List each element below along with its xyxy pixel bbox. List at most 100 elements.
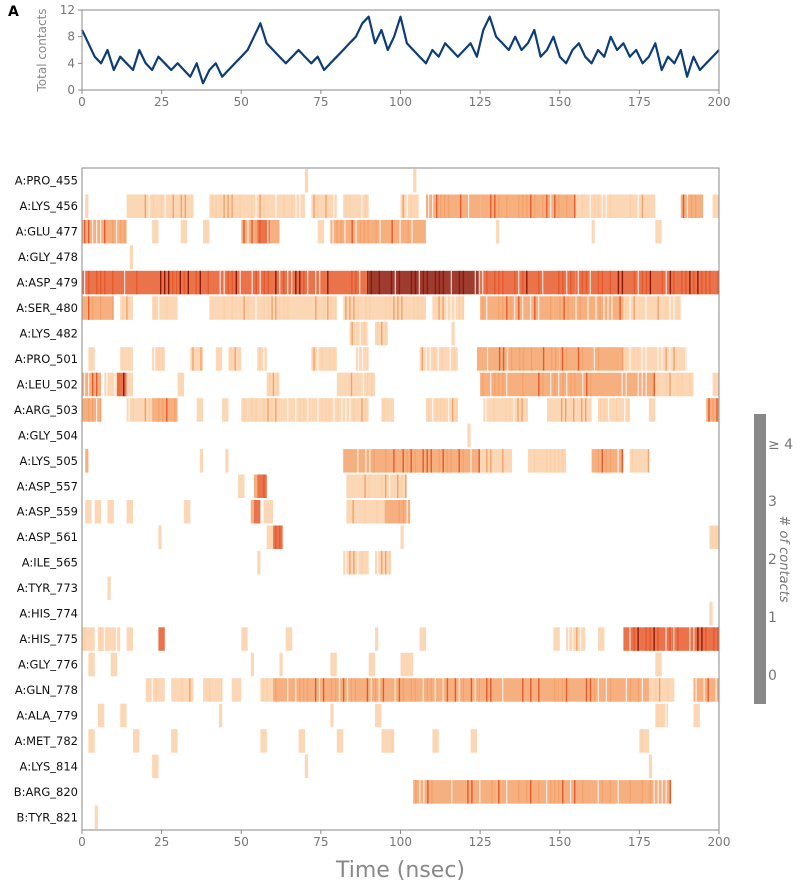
heatmap-stripe [561,398,563,422]
heatmap-gap [518,270,520,295]
heatmap-row-label: A:HIS_775 [19,632,78,646]
heatmap-x-tick-label: 125 [469,835,492,849]
heatmap-stripe [641,194,644,218]
heatmap-cell [152,398,178,422]
heatmap-stripe [510,296,512,320]
heatmap-stripe [574,194,576,218]
heatmap-stripe [554,678,556,702]
heatmap-stripe [104,270,106,295]
heatmap-cell [273,270,369,295]
heatmap-row-label: A:LYS_456 [20,199,78,213]
top-y-axis-label: Total contacts [35,9,49,93]
heatmap-gap [223,270,225,295]
heatmap-gap [346,678,349,702]
heatmap-gap [432,398,434,422]
heatmap-stripe [562,372,564,397]
heatmap-gap [478,270,480,295]
heatmap-stripe [616,398,618,422]
heatmap-stripe [427,780,429,804]
heatmap-gap [406,194,408,218]
heatmap-gap [673,296,675,320]
heatmap-gap [434,678,436,702]
heatmap-stripe [426,270,429,295]
heatmap-cell [177,270,274,295]
heatmap-stripe [317,194,319,218]
heatmap-cell [152,296,178,320]
total-contacts-line-chart: 0 25 50 75 100 125 150 175 200 0 4 8 12 Total contact… [35,3,730,109]
heatmap-stripe [633,296,635,320]
heatmap-stripe [374,678,377,702]
heatmap-stripe [276,372,279,397]
heatmap-cell [225,449,229,473]
heatmap-stripe [350,678,353,702]
heatmap-cell [304,169,309,193]
heatmap-stripe [498,296,500,320]
heatmap-stripe [251,398,253,422]
top-x-tick-label: 125 [469,95,492,109]
heatmap-stripe [585,678,588,702]
heatmap-stripe [554,372,556,397]
heatmap-stripe [593,678,596,702]
heatmap-stripe [438,449,440,473]
heatmap-x-tick-label: 175 [628,835,651,849]
heatmap-gap [669,296,671,320]
heatmap-stripe [401,474,403,498]
heatmap-gap [379,219,381,244]
heatmap-stripe [335,296,337,320]
heatmap-stripe [533,449,536,473]
heatmap-cell [273,525,283,549]
heatmap-cell [467,423,471,448]
heatmap-stripe [641,780,643,804]
heatmap-stripe [363,219,365,244]
heatmap-gap [685,347,687,371]
heatmap-stripe [122,296,124,320]
heatmap-row-label: A:MET_782 [15,734,78,748]
heatmap-cell [591,372,656,397]
heatmap-stripe [522,372,524,397]
heatmap-stripe [393,296,395,320]
heatmap-stripe [436,194,438,218]
heatmap-row-label: A:HIS_774 [19,607,78,621]
heatmap-stripe [553,449,556,473]
heatmap-cell [712,194,719,218]
heatmap-cell [671,627,719,651]
heatmap-stripe [498,270,500,295]
heatmap-gap [625,372,627,397]
heatmap-cell [559,678,649,702]
heatmap-gap [251,270,253,295]
heatmap-stripe [661,270,664,295]
heatmap-gap [605,678,607,702]
heatmap-stripe [96,270,98,295]
heatmap-cell [257,347,267,371]
heatmap-stripe [413,296,415,320]
heatmap-cell [269,219,280,244]
heatmap-stripe [558,678,560,702]
heatmap-gap [665,627,667,651]
heatmap-cell [547,398,592,422]
heatmap-stripe [345,296,347,320]
heatmap-gap [624,398,626,422]
heatmap-stripe [92,398,94,422]
heatmap-row-label: A:GLY_776 [18,658,78,672]
heatmap-stripe [172,194,174,218]
heatmap-stripe [389,550,391,575]
heatmap-cell [311,194,337,218]
heatmap-stripe [563,296,565,320]
heatmap-cell [254,500,261,524]
heatmap-stripe [174,398,176,422]
heatmap-gap [589,270,591,295]
heatmap-row-label: A:ILE_565 [22,556,78,570]
heatmap-row-label: A:ASP_479 [17,276,78,290]
heatmap-cell [648,678,675,702]
heatmap-stripe [325,194,327,218]
heatmap-stripe [275,296,277,320]
heatmap-gap [607,296,609,320]
heatmap-stripe [345,194,347,218]
heatmap-stripe [364,500,366,524]
heatmap-row-label: A:GLN_778 [15,683,78,697]
heatmap-stripe [355,270,357,295]
heatmap-stripe [546,194,548,218]
heatmap-stripe [428,398,430,422]
heatmap-stripe [366,372,369,397]
heatmap-stripe [381,550,383,575]
